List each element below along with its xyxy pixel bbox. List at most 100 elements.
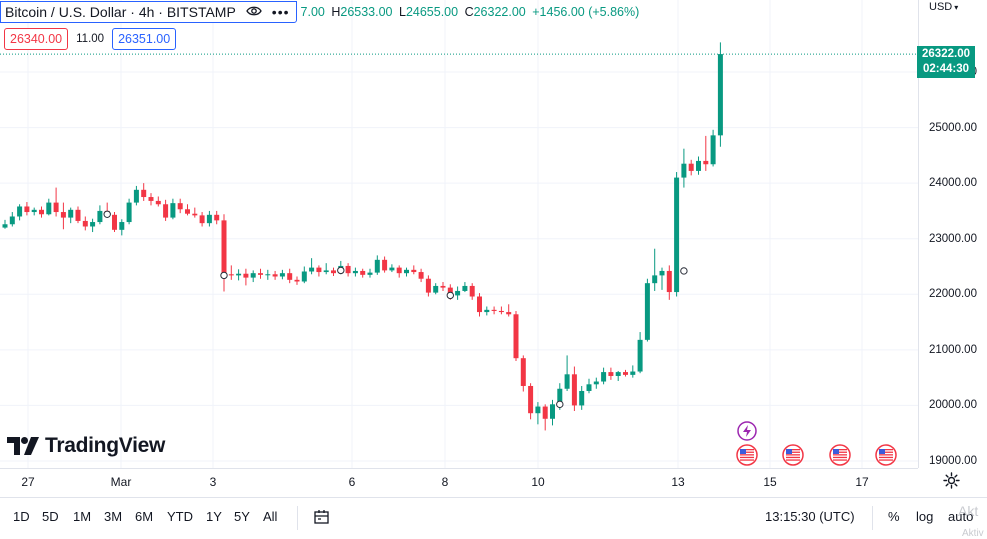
low-value: 24655.00: [405, 5, 459, 19]
dividend-marker: [556, 400, 564, 409]
candle: [97, 205, 103, 225]
candle-body: [498, 310, 504, 313]
more-icon[interactable]: •••: [271, 4, 290, 20]
candlestick-chart[interactable]: [0, 0, 918, 468]
candle-body: [75, 209, 81, 221]
symbol-title[interactable]: Bitcoin / U.S. Dollar · 4h · BITSTAMP: [5, 4, 236, 20]
range-button-1d[interactable]: 1D: [13, 509, 30, 524]
candle: [68, 207, 74, 224]
candle-body: [46, 202, 52, 215]
spread-value: 11.00: [76, 33, 105, 45]
candle: [163, 199, 169, 221]
candle: [360, 268, 366, 278]
clock-timezone[interactable]: 13:15:30 (UTC): [765, 509, 855, 524]
last-price-value: 26322.00: [922, 48, 970, 60]
candle: [17, 204, 23, 221]
grid-lines: [0, 0, 918, 468]
candle-body: [696, 160, 701, 171]
gear-icon[interactable]: [943, 472, 960, 494]
range-button-ytd[interactable]: YTD: [167, 509, 193, 524]
candle: [433, 283, 439, 295]
candle: [571, 366, 577, 411]
candle-body: [382, 259, 388, 271]
range-button-all[interactable]: All: [263, 509, 278, 524]
candle-body: [644, 283, 650, 340]
candle: [652, 248, 658, 291]
time-axis[interactable]: 27 Mar 3 6 8 10 13 15 17: [0, 468, 918, 497]
candle-body: [148, 197, 154, 201]
range-button-5y[interactable]: 5Y: [234, 509, 250, 524]
candle: [90, 218, 96, 233]
candle: [498, 306, 504, 315]
candle-body: [659, 270, 665, 276]
candle: [374, 255, 380, 275]
candle-body: [389, 267, 395, 271]
candle: [674, 172, 680, 297]
tradingview-logo[interactable]: TradingView: [7, 434, 165, 458]
candle-body: [608, 372, 614, 376]
candle-body: [542, 406, 548, 419]
candle: [228, 265, 234, 280]
sell-price-button[interactable]: 26340.00: [4, 28, 69, 50]
divider: [297, 506, 298, 530]
range-button-1y[interactable]: 1Y: [206, 509, 222, 524]
candle: [352, 267, 358, 277]
candle-body: [360, 270, 366, 275]
candle-body: [272, 274, 278, 277]
candle: [214, 210, 220, 225]
change-value: +1456.00 (+5.86%): [532, 5, 640, 19]
log-scale-button[interactable]: log: [916, 509, 934, 524]
bottom-toolbar: 1D 5D 1M 3M 6M YTD 1Y 5Y All 13:15:30 (UTC) % lo…: [0, 497, 987, 539]
candle-body: [367, 272, 373, 275]
date-range-icon[interactable]: [313, 508, 331, 526]
candle-body: [674, 177, 680, 293]
candle: [75, 206, 81, 224]
logo-text: TradingView: [45, 434, 166, 457]
candle: [659, 267, 665, 290]
candle-body: [579, 390, 585, 406]
candle: [630, 365, 636, 378]
candle: [46, 198, 52, 216]
candle-body: [112, 214, 117, 230]
candle: [294, 276, 300, 285]
candle-body: [60, 212, 66, 218]
candle-body: [447, 287, 453, 296]
candle: [411, 265, 417, 275]
candle-body: [717, 54, 723, 136]
price-tick: 23000.00: [929, 232, 977, 245]
price-tick: 20000.00: [929, 399, 977, 412]
range-button-1m[interactable]: 1M: [73, 509, 92, 524]
auto-scale-button[interactable]: auto: [948, 509, 974, 524]
candle: [82, 216, 88, 231]
symbol-legend: Bitcoin / U.S. Dollar · 4h · BITSTAMP ••…: [0, 1, 642, 23]
candle-body: [309, 267, 315, 272]
candle-body: [185, 209, 190, 214]
range-button-5d[interactable]: 5D: [42, 509, 59, 524]
candle: [221, 214, 227, 292]
eye-icon[interactable]: [246, 5, 262, 20]
candle: [309, 258, 315, 275]
symbol-box[interactable]: Bitcoin / U.S. Dollar · 4h · BITSTAMP ••…: [0, 1, 297, 23]
candle-body: [97, 210, 103, 223]
price-tick: 22000.00: [929, 288, 977, 301]
candle-body: [279, 273, 285, 277]
candle: [112, 212, 117, 233]
candle: [389, 264, 395, 273]
candle-body: [710, 135, 716, 165]
dividend-marker: [446, 291, 454, 300]
chart-pane[interactable]: Bitcoin / U.S. Dollar · 4h · BITSTAMP ••…: [0, 0, 918, 468]
candle: [382, 256, 388, 273]
currency-selector[interactable]: USD ▾: [929, 1, 958, 13]
candle-body: [440, 285, 446, 288]
candle: [206, 210, 212, 227]
range-button-3m[interactable]: 3M: [104, 509, 123, 524]
candle-body: [199, 215, 205, 224]
buy-price-button[interactable]: 26351.00: [112, 28, 177, 50]
range-button-6m[interactable]: 6M: [135, 509, 154, 524]
candle-body: [170, 203, 176, 218]
candle: [199, 212, 205, 227]
candle: [236, 269, 242, 281]
candle: [688, 159, 694, 176]
candle-body: [243, 273, 249, 278]
percent-scale-button[interactable]: %: [888, 509, 900, 524]
